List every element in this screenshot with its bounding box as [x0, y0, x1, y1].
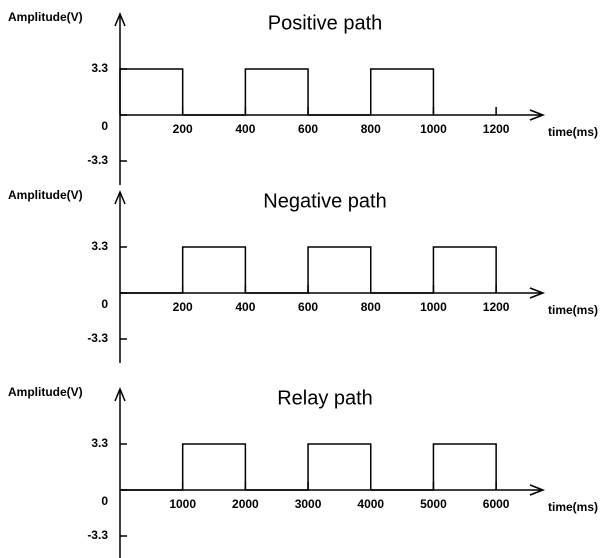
x-tick-label: 1000 [169, 497, 196, 511]
x-tick-label: 2000 [232, 497, 259, 511]
y-axis-label: Amplitude(V) [8, 188, 83, 202]
x-axis-label: time(ms) [548, 303, 598, 317]
y-tick-label: 3.3 [91, 436, 108, 450]
y-tick-label: -3.3 [87, 153, 108, 167]
x-arrow [529, 287, 546, 299]
y-tick-label: -3.3 [87, 528, 108, 542]
x-tick-label: 400 [235, 300, 255, 314]
x-tick-label: 200 [173, 300, 193, 314]
y-axis-label: Amplitude(V) [8, 10, 83, 24]
x-tick-label: 800 [361, 300, 381, 314]
x-tick-label: 5000 [420, 497, 447, 511]
y-arrow [114, 190, 126, 205]
y-arrow [114, 12, 126, 27]
x-tick-label: 200 [173, 122, 193, 136]
y-tick-label: 3.3 [91, 61, 108, 75]
x-tick-label: 1200 [483, 122, 510, 136]
y-tick-label: 0 [101, 494, 108, 508]
y-tick-label: -3.3 [87, 331, 108, 345]
x-tick-label: 600 [298, 300, 318, 314]
x-tick-label: 3000 [295, 497, 322, 511]
x-tick-label: 1000 [420, 122, 447, 136]
y-tick-label: 0 [101, 297, 108, 311]
x-tick-label: 800 [361, 122, 381, 136]
chart-title: Negative path [263, 190, 386, 212]
x-tick-label: 400 [235, 122, 255, 136]
x-tick-label: 4000 [357, 497, 384, 511]
x-axis-label: time(ms) [548, 125, 598, 139]
waveform [119, 68, 435, 116]
x-tick-label: 6000 [483, 497, 510, 511]
y-arrow [114, 387, 126, 402]
y-tick-label: 3.3 [91, 239, 108, 253]
x-tick-label: 1200 [483, 300, 510, 314]
y-axis-label: Amplitude(V) [8, 385, 83, 399]
x-arrow [529, 109, 546, 121]
chart-title: Relay path [277, 387, 373, 409]
x-axis-label: time(ms) [548, 500, 598, 514]
x-tick-label: 1000 [420, 300, 447, 314]
y-tick-label: 0 [101, 119, 108, 133]
waveform [120, 443, 497, 491]
x-tick-label: 600 [298, 122, 318, 136]
chart-title: Positive path [268, 12, 383, 34]
x-arrow [529, 484, 546, 496]
waveform [120, 246, 497, 294]
